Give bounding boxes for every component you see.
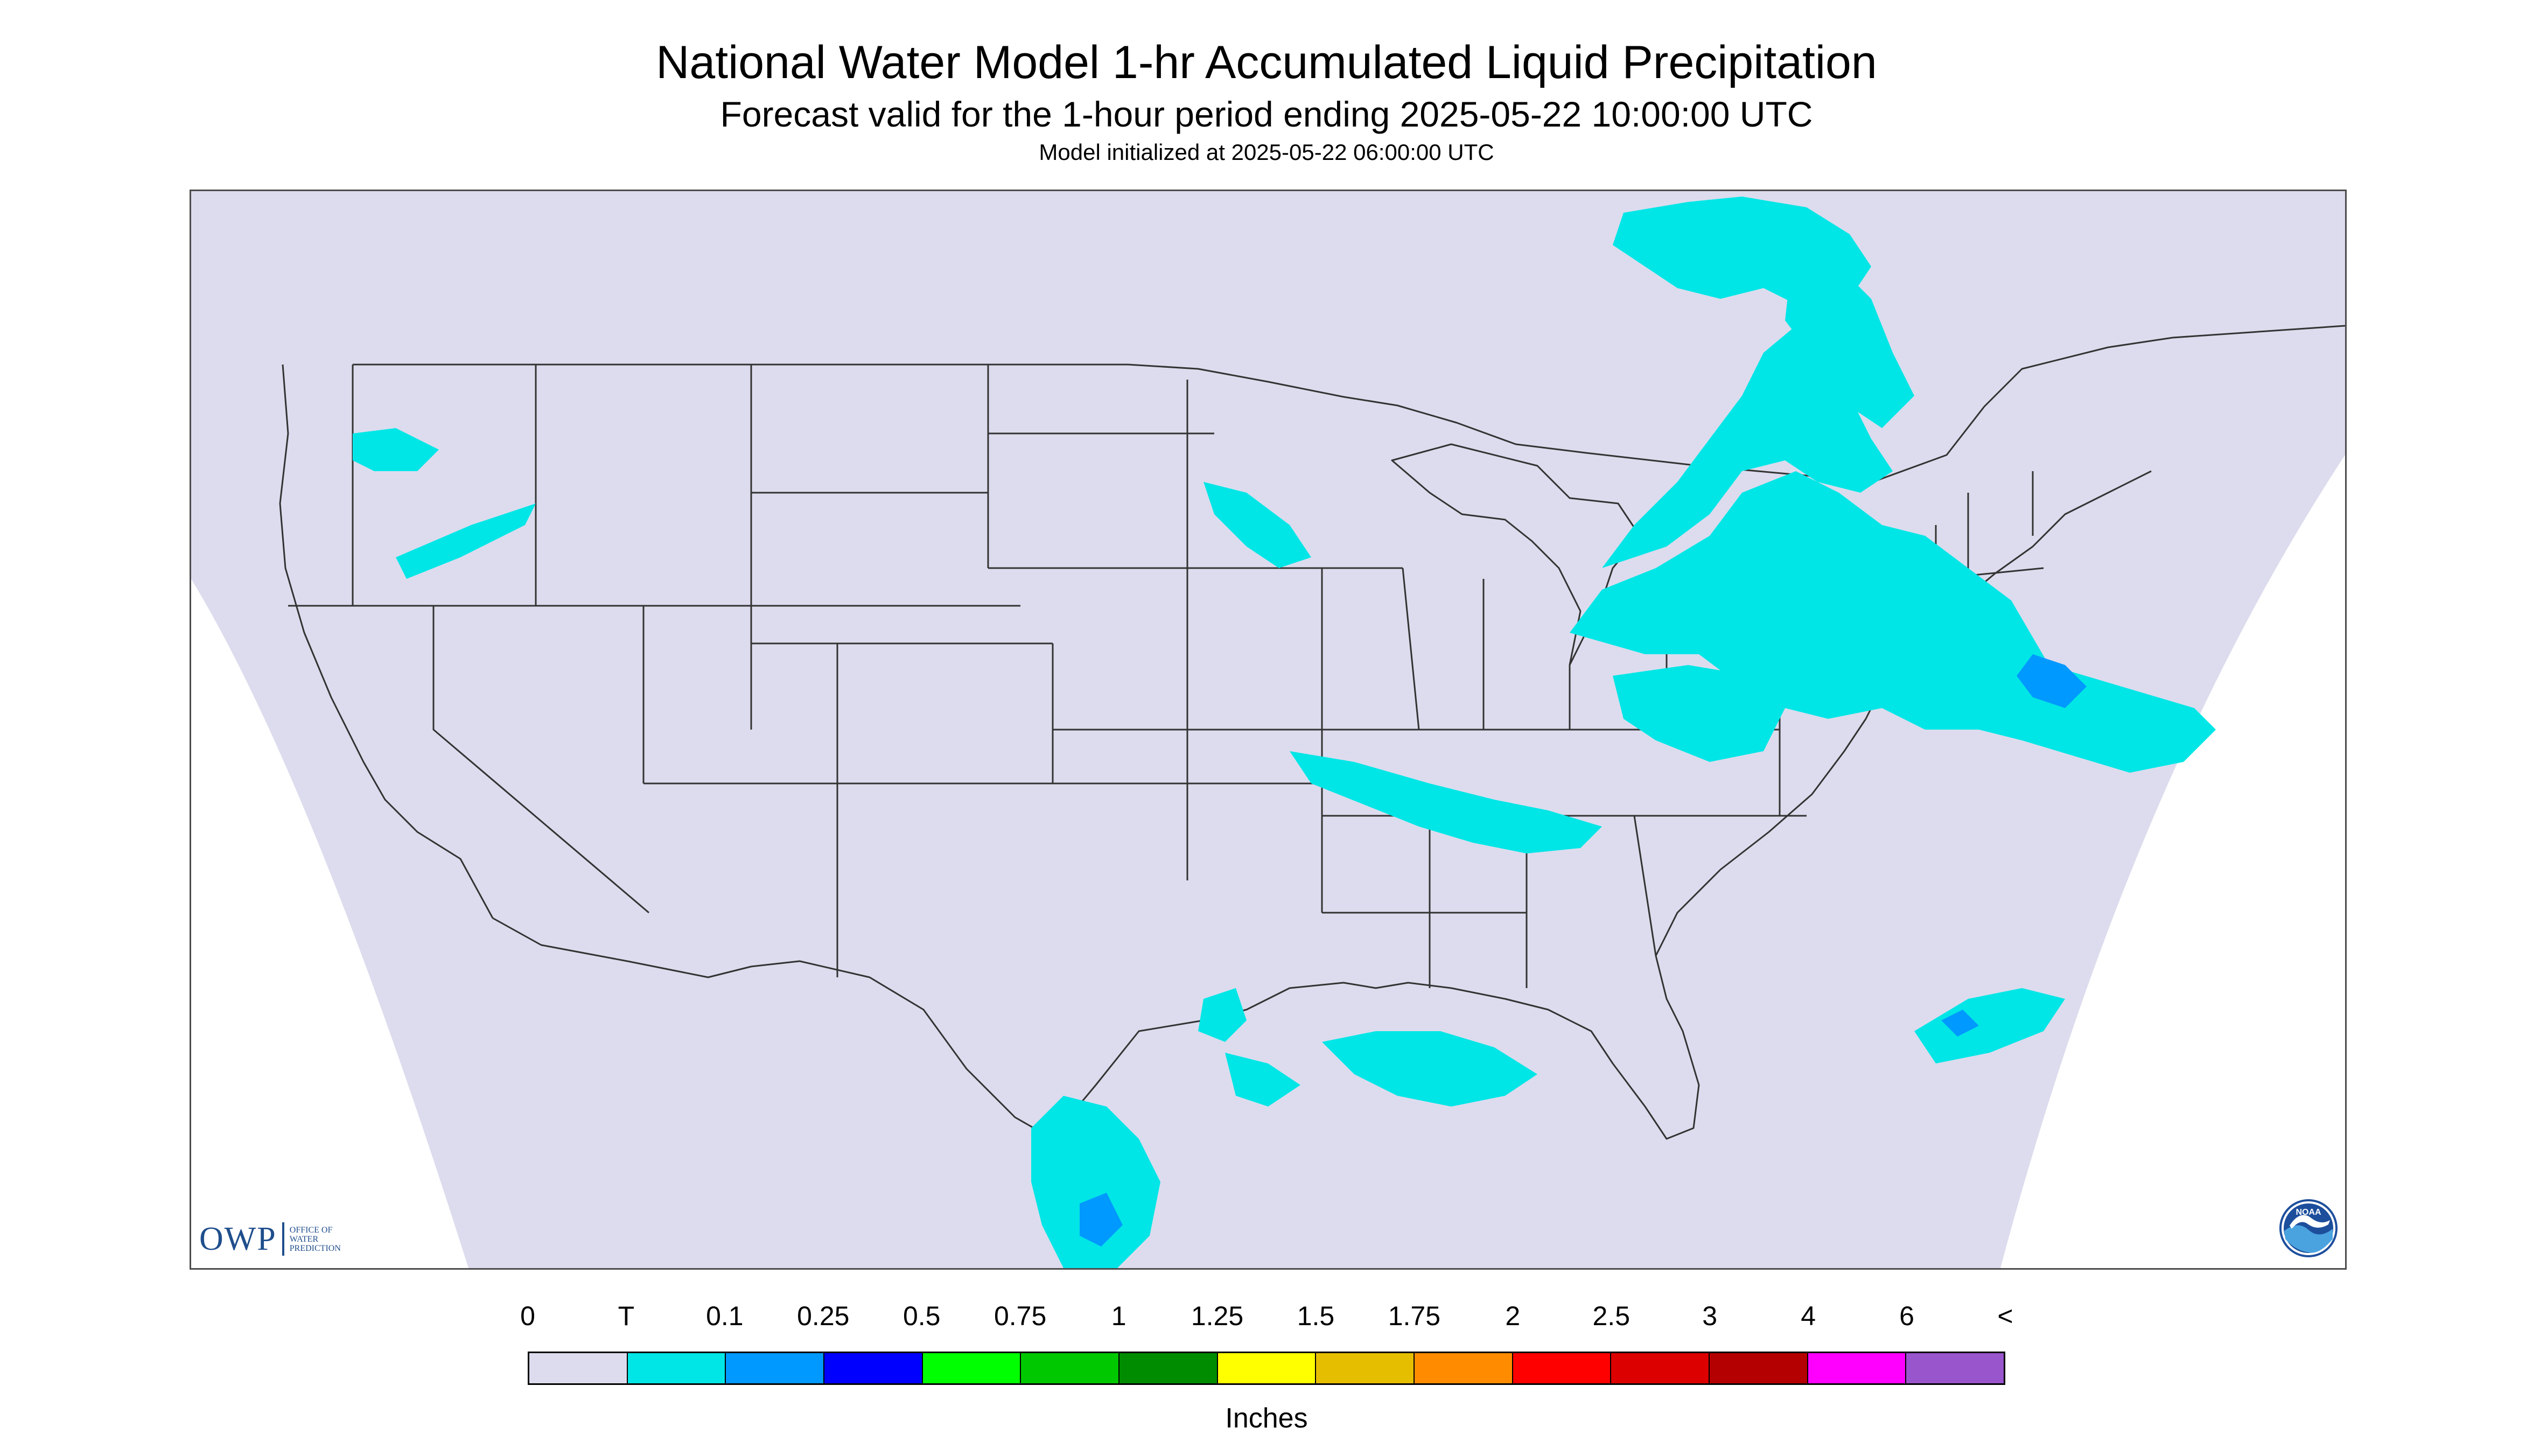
precip-tx-coast — [1198, 988, 1247, 1042]
legend-swatch — [1906, 1353, 2004, 1383]
noaa-seal-text: NOAA — [2296, 1208, 2321, 1217]
precip-atlantic-offshore — [1914, 988, 2065, 1063]
precipitation-heavier-overlay — [1080, 654, 2087, 1247]
legend-tick-label: 6 — [1899, 1301, 1914, 1331]
owp-logo: OWP Office of Water Prediction — [199, 1220, 341, 1258]
precip-atlantic-core — [1941, 1010, 1979, 1037]
legend-swatch — [1513, 1353, 1612, 1383]
precip-upper-midwest — [1602, 326, 1893, 568]
forecast-valid-subtitle: Forecast valid for the 1-hour period end… — [720, 94, 1813, 134]
precip-gulf-east — [1322, 1031, 1537, 1107]
legend-labels: 0 T 0.1 0.25 0.5 0.75 1 1.25 1.5 1.75 2 2.5 3 4 6 < — [0, 1300, 2533, 1338]
legend-color-bar — [528, 1352, 2005, 1385]
legend-swatch — [1611, 1353, 1710, 1383]
owp-logo-line-1: Office of — [289, 1225, 333, 1235]
canada-border — [353, 325, 2345, 489]
map-canvas — [191, 191, 2345, 1268]
legend-tick-label: 1.75 — [1388, 1301, 1441, 1331]
map-title: National Water Model 1-hr Accumulated Li… — [656, 37, 1877, 88]
legend-swatch — [1217, 1353, 1317, 1383]
legend-tick-label: 1.25 — [1191, 1301, 1244, 1331]
gulf-coast — [1203, 955, 1700, 1140]
owp-logo-line-2: Water — [289, 1234, 319, 1244]
state-line-20 — [1402, 568, 1420, 730]
legend-tick-label: 0.1 — [706, 1301, 744, 1331]
legend-swatch — [922, 1353, 1021, 1383]
legend-tick-label: 4 — [1801, 1301, 1816, 1331]
legend-tick-label: 0.5 — [902, 1301, 941, 1331]
owp-logo-letters: OWP — [199, 1220, 277, 1257]
state-line-26 — [1633, 815, 1657, 956]
legend-swatch — [1415, 1353, 1513, 1383]
precip-pacific-northwest — [353, 428, 439, 471]
legend-tick-label: 0 — [520, 1301, 535, 1331]
owp-logo-line-3: Prediction — [289, 1243, 341, 1253]
legend-tick-label: 1.5 — [1297, 1301, 1335, 1331]
precip-oregon-streaks — [396, 503, 536, 579]
owp-logo-subtitle: Office of Water Prediction — [290, 1226, 341, 1253]
legend-swatch — [627, 1353, 726, 1383]
legend-tick-label: 0.75 — [993, 1301, 1047, 1331]
model-init-subtitle: Model initialized at 2025-05-22 06:00:00… — [1039, 139, 1494, 165]
legend-tick-label: < — [1997, 1301, 2013, 1331]
legend-tick-label: T — [618, 1301, 635, 1331]
legend-tick-label: 3 — [1702, 1301, 1718, 1331]
legend-swatch — [1808, 1353, 1907, 1383]
great-lakes-outline — [1391, 443, 1641, 666]
pacific-coast — [279, 364, 494, 919]
legend-swatch — [1710, 1353, 1808, 1383]
precip-gulf-west — [1225, 1053, 1300, 1107]
legend-swatch — [824, 1353, 923, 1383]
legend-swatch — [1316, 1353, 1415, 1383]
legend-swatch — [1021, 1353, 1120, 1383]
precip-dakotas — [1203, 482, 1311, 568]
precip-ohio-valley — [1613, 665, 1785, 762]
legend-swatch — [726, 1353, 825, 1383]
state-line-9 — [432, 606, 649, 914]
state-boundaries — [279, 325, 2345, 1140]
legend-tick-label: 2.5 — [1592, 1301, 1631, 1331]
legend-units-label: Inches — [1225, 1403, 1308, 1434]
legend-swatch — [529, 1353, 628, 1383]
legend-swatch — [1119, 1353, 1218, 1383]
legend-tick-label: 0.25 — [797, 1301, 850, 1331]
mexico-border — [492, 917, 1204, 1140]
precip-mexico-core — [1080, 1193, 1123, 1247]
precip-mexico — [1031, 1096, 1160, 1268]
precip-quebec — [1785, 223, 1914, 428]
noaa-seal-icon: NOAA — [2279, 1199, 2338, 1257]
precip-nj-core — [2017, 654, 2087, 708]
legend-tick-label: 1 — [1111, 1301, 1126, 1331]
legend-tick-label: 2 — [1505, 1301, 1521, 1331]
precip-southern-band — [1290, 751, 1602, 853]
precipitation-map — [190, 190, 2347, 1270]
owp-logo-separator — [282, 1222, 284, 1256]
